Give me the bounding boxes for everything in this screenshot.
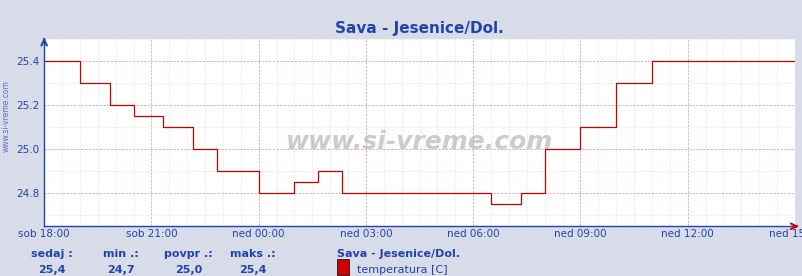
Text: min .:: min .: [103,249,138,259]
Text: povpr .:: povpr .: [164,249,213,259]
Text: temperatura [C]: temperatura [C] [357,265,448,275]
Text: sedaj :: sedaj : [31,249,73,259]
Text: www.si-vreme.com: www.si-vreme.com [286,130,553,154]
Text: 24,7: 24,7 [107,265,134,275]
Text: maks .:: maks .: [230,249,275,259]
Text: 25,4: 25,4 [38,265,66,275]
Title: Sava - Jesenice/Dol.: Sava - Jesenice/Dol. [334,21,504,36]
Text: www.si-vreme.com: www.si-vreme.com [2,80,11,152]
Text: Sava - Jesenice/Dol.: Sava - Jesenice/Dol. [337,249,460,259]
Text: 25,0: 25,0 [175,265,202,275]
Text: 25,4: 25,4 [239,265,266,275]
